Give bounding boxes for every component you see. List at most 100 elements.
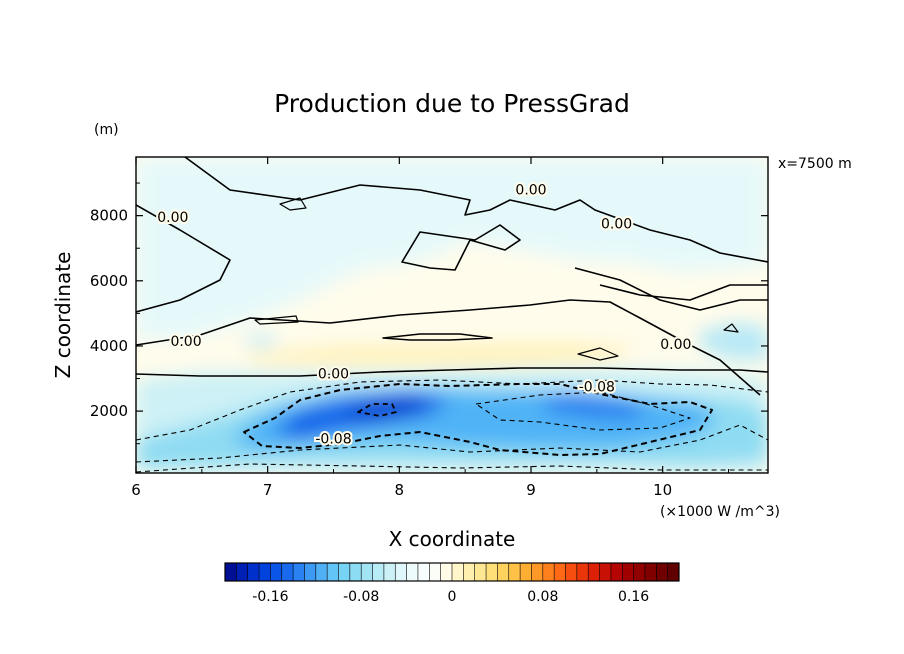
small-contour-loop-b — [279, 197, 307, 211]
y-tick-label: 4000 — [90, 337, 128, 355]
colorbar-swatch — [440, 563, 453, 581]
y-tick-label: 6000 — [90, 272, 128, 290]
dashed-contour-minus-008 — [243, 383, 713, 456]
y-axis-label: Z coordinate — [51, 252, 75, 379]
colorbar-swatch — [417, 563, 430, 581]
x-tick-label: 8 — [395, 481, 405, 499]
colorbar-swatch — [622, 563, 634, 581]
colorbar-swatch — [259, 563, 271, 581]
x-tick-label: 9 — [526, 481, 536, 499]
zero-contour-mid-right-lower — [599, 284, 768, 301]
colorbar-swatch — [225, 563, 237, 581]
contour-label: 0.00 — [601, 217, 632, 233]
y-axis: 2000 4000 6000 8000 — [90, 182, 768, 445]
colorbar-swatch — [554, 563, 566, 581]
x-tick-label: 10 — [653, 481, 672, 499]
contour-lines — [136, 157, 768, 473]
dashed-contour-right-inner — [475, 391, 691, 431]
small-contour-loop-d — [723, 323, 739, 333]
y-tick-label: 8000 — [90, 207, 128, 225]
colorbar-swatch — [293, 563, 305, 581]
colorbar-swatch — [338, 563, 351, 581]
colorbar-swatch — [463, 563, 476, 581]
colorbar-tick-label: 0 — [448, 589, 457, 605]
small-contour-loop-c — [254, 315, 299, 325]
colorbar-swatch — [372, 563, 385, 581]
colorbar-tick-label: 0.08 — [527, 589, 558, 605]
colorbar-swatch — [315, 563, 328, 581]
x-tick-label: 7 — [263, 481, 273, 499]
light-blue-patch-left — [240, 334, 280, 348]
contour-label: 0.00 — [170, 334, 201, 350]
x-position-annotation: x=7500 m — [778, 156, 852, 172]
colorbar-frame — [224, 562, 680, 582]
colorbar-swatch — [281, 563, 294, 581]
colorbar-swatch — [588, 563, 600, 581]
small-contour-loop — [577, 347, 619, 361]
zero-contour-loop-a — [401, 224, 521, 271]
plot-area: 0.00 0.00 0.00 0.00 0.00 0.00 -0.08 -0.08 — [136, 157, 768, 473]
colorbar-swatch — [474, 563, 487, 581]
yellow-band — [240, 342, 640, 366]
colorbar-tick-label: -0.16 — [252, 589, 288, 605]
colorbar-swatch — [406, 563, 419, 581]
zero-contour-3000 — [136, 367, 768, 377]
colorbar-swatch — [633, 563, 646, 581]
colorbar-swatch — [429, 563, 442, 581]
scale-note: (×1000 W /m^3) — [660, 504, 780, 520]
colorbar-swatch — [327, 563, 339, 581]
colorbar-swatch — [576, 563, 589, 581]
contour-label: -0.08 — [579, 380, 615, 396]
contour-label: 0.00 — [515, 182, 546, 198]
x-axis-label: X coordinate — [389, 527, 516, 551]
y-tick-label: 2000 — [90, 402, 128, 420]
zero-contour-left — [136, 204, 231, 313]
colorbar-swatch — [542, 563, 555, 581]
contour-label: 0.00 — [157, 210, 188, 226]
contour-labels: 0.00 0.00 0.00 0.00 0.00 0.00 -0.08 -0.08 — [155, 180, 693, 449]
colorbar-swatch — [486, 563, 498, 581]
x-tick-label: 6 — [131, 481, 141, 499]
dashed-contour-outer — [136, 379, 768, 441]
colorbar-swatch — [656, 563, 669, 581]
colorbar-swatch — [599, 563, 612, 581]
colorbar-swatch — [667, 563, 680, 581]
colorbar-swatch — [520, 563, 532, 581]
colorbar-swatch — [270, 563, 283, 581]
zero-contour-4000 — [136, 299, 761, 396]
filled-field — [136, 157, 768, 473]
blue-core-right — [540, 394, 650, 420]
light-blue-patch-right — [700, 322, 768, 360]
chart-title: Production due to PressGrad — [274, 89, 630, 118]
deep-blue-core — [340, 398, 430, 420]
colorbar-swatch — [247, 563, 260, 581]
colorbar-swatch — [361, 563, 373, 581]
contour-label: 0.00 — [660, 337, 691, 353]
colorbar-tick-label: 0.16 — [618, 589, 649, 605]
contour-label: 0.00 — [318, 367, 349, 383]
colorbar-swatch — [644, 563, 657, 581]
colorbar-swatch — [565, 563, 578, 581]
colorbar-swatch — [497, 563, 510, 581]
x-axis: 6 7 8 9 10 — [131, 157, 729, 499]
colorbar-swatch — [531, 563, 544, 581]
y-units-label: (m) — [94, 122, 119, 138]
contour-label: -0.08 — [315, 432, 351, 448]
dashed-contour-bottom — [136, 463, 768, 473]
zero-contour-top — [184, 157, 768, 263]
colorbar-swatch — [349, 563, 362, 581]
colorbar-swatch — [395, 563, 407, 581]
zero-contour-lens — [382, 333, 493, 341]
colorbar-tick-label: -0.08 — [343, 589, 379, 605]
colorbar-swatch — [304, 563, 317, 581]
dashed-contour-core — [357, 403, 397, 417]
colorbar-swatch — [610, 563, 623, 581]
zero-contour-mid-right — [574, 267, 768, 311]
light-cyan-upper-region — [136, 157, 768, 340]
plot-frame — [135, 156, 769, 474]
dashed-contour-inner-lower — [136, 424, 768, 463]
colorbar-swatch — [508, 563, 521, 581]
colorbar-swatch — [236, 563, 249, 581]
colorbar-swatch — [452, 563, 464, 581]
